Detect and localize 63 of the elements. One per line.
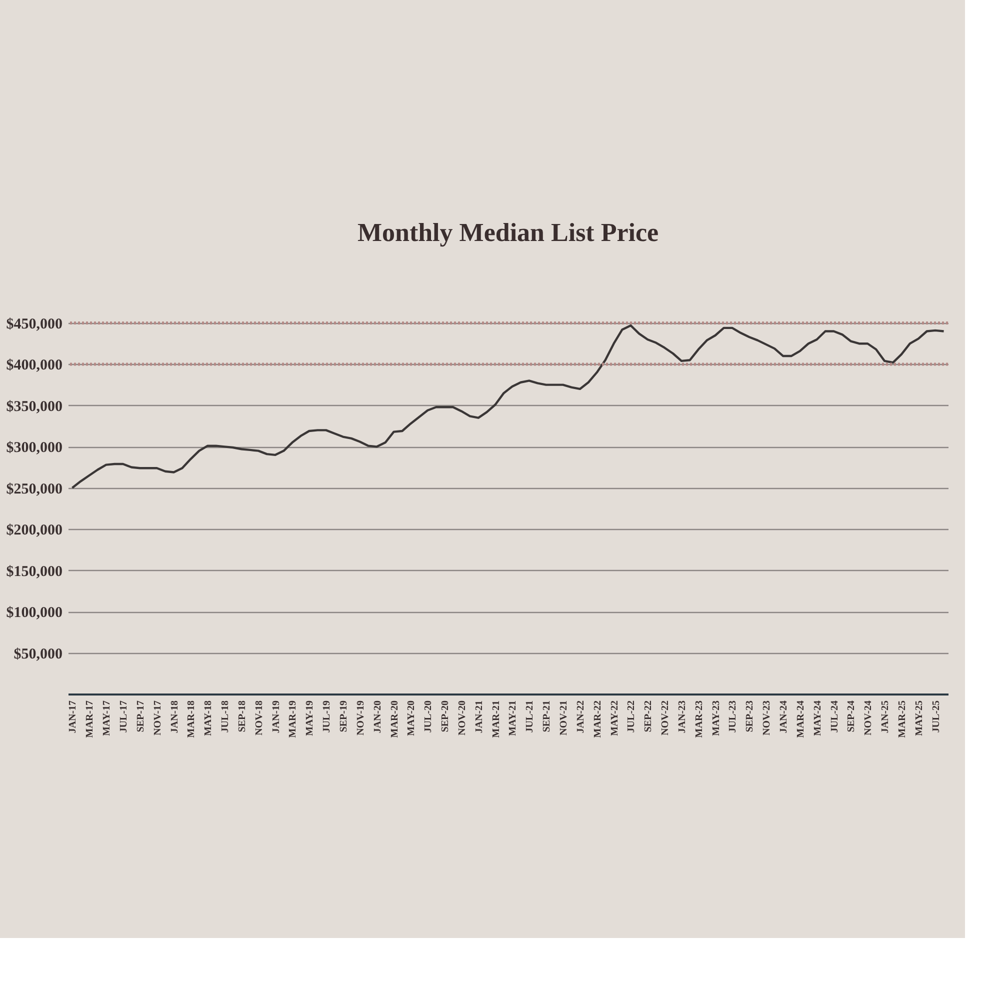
x-tick-label: MAY-17 — [102, 700, 113, 736]
x-tick-label: JUL-21 — [524, 700, 536, 733]
y-tick-label: $200,000 — [6, 522, 62, 539]
x-tick-label: MAY-20 — [406, 700, 418, 736]
x-tick-label: MAY-21 — [508, 700, 519, 736]
x-tick-label: JAN-21 — [474, 700, 485, 734]
x-tick-label: NOV-19 — [355, 700, 366, 736]
chart-title: Monthly Median List Price — [357, 218, 659, 247]
x-tick-label: JUL-23 — [728, 700, 739, 733]
x-tick-label: MAR-25 — [896, 700, 908, 738]
x-tick-label: MAY-24 — [812, 700, 824, 736]
y-tick-label: $100,000 — [6, 605, 62, 622]
x-tick-label: MAR-18 — [186, 700, 198, 738]
x-tick-label: NOV-20 — [456, 700, 468, 736]
x-tick-label: JUL-17 — [118, 700, 130, 733]
x-tick-label: MAY-18 — [203, 700, 214, 736]
x-tick-label: SEP-17 — [135, 700, 146, 732]
x-tick-label: MAR-19 — [288, 700, 299, 738]
x-tick-label: NOV-17 — [152, 700, 164, 736]
x-tick-label: MAR-23 — [694, 700, 705, 738]
x-tick-label: JAN-19 — [270, 700, 282, 734]
y-tick-label: $450,000 — [6, 316, 62, 332]
x-tick-label: JAN-24 — [778, 700, 790, 734]
x-tick-label: SEP-24 — [846, 700, 858, 732]
x-tick-label: MAR-21 — [490, 700, 502, 738]
x-tick-label: JUL-20 — [423, 700, 434, 733]
x-tick-label: JAN-18 — [169, 700, 180, 734]
x-tick-label: SEP-18 — [236, 700, 248, 732]
x-tick-label: JUL-22 — [626, 700, 638, 733]
x-tick-label: JUL-24 — [829, 700, 840, 733]
x-tick-label: JUL-25 — [930, 700, 942, 733]
x-tick-label: MAY-23 — [710, 700, 722, 736]
x-tick-label: MAR-22 — [592, 700, 604, 738]
x-tick-label: SEP-19 — [338, 700, 350, 732]
x-tick-label: SEP-20 — [440, 700, 452, 732]
x-tick-label: SEP-21 — [542, 700, 553, 732]
y-tick-label: $50,000 — [14, 646, 62, 662]
x-tick-label: JAN-20 — [372, 700, 384, 734]
x-tick-label: SEP-22 — [643, 700, 654, 732]
x-tick-label: NOV-18 — [254, 700, 265, 736]
x-tick-label: JAN-25 — [880, 700, 892, 734]
x-tick-label: NOV-23 — [762, 700, 773, 736]
y-tick-label: $150,000 — [6, 564, 62, 580]
x-tick-label: JAN-22 — [575, 700, 586, 734]
x-tick-label: JUL-18 — [220, 700, 232, 733]
x-tick-label: MAR-20 — [389, 700, 400, 738]
y-tick-label: $300,000 — [6, 440, 62, 456]
x-tick-label: NOV-22 — [660, 700, 672, 736]
y-tick-label: $400,000 — [6, 358, 62, 374]
x-tick-label: SEP-23 — [744, 700, 756, 732]
x-tick-label: MAY-22 — [609, 700, 620, 736]
x-tick-label: NOV-21 — [558, 700, 570, 736]
line-series — [71, 324, 945, 489]
y-tick-label: $250,000 — [6, 481, 62, 498]
y-tick-label: $350,000 — [6, 398, 62, 415]
x-tick-label: JAN-17 — [68, 700, 79, 734]
x-tick-label: MAR-17 — [84, 700, 96, 738]
x-tick-label: MAY-25 — [914, 700, 925, 736]
x-tick-label: JUL-19 — [322, 700, 333, 733]
x-tick-label: JAN-23 — [676, 700, 688, 734]
x-tick-label: MAR-24 — [795, 700, 806, 738]
x-tick-label: MAY-19 — [304, 700, 316, 736]
x-tick-label: NOV-24 — [863, 700, 874, 736]
